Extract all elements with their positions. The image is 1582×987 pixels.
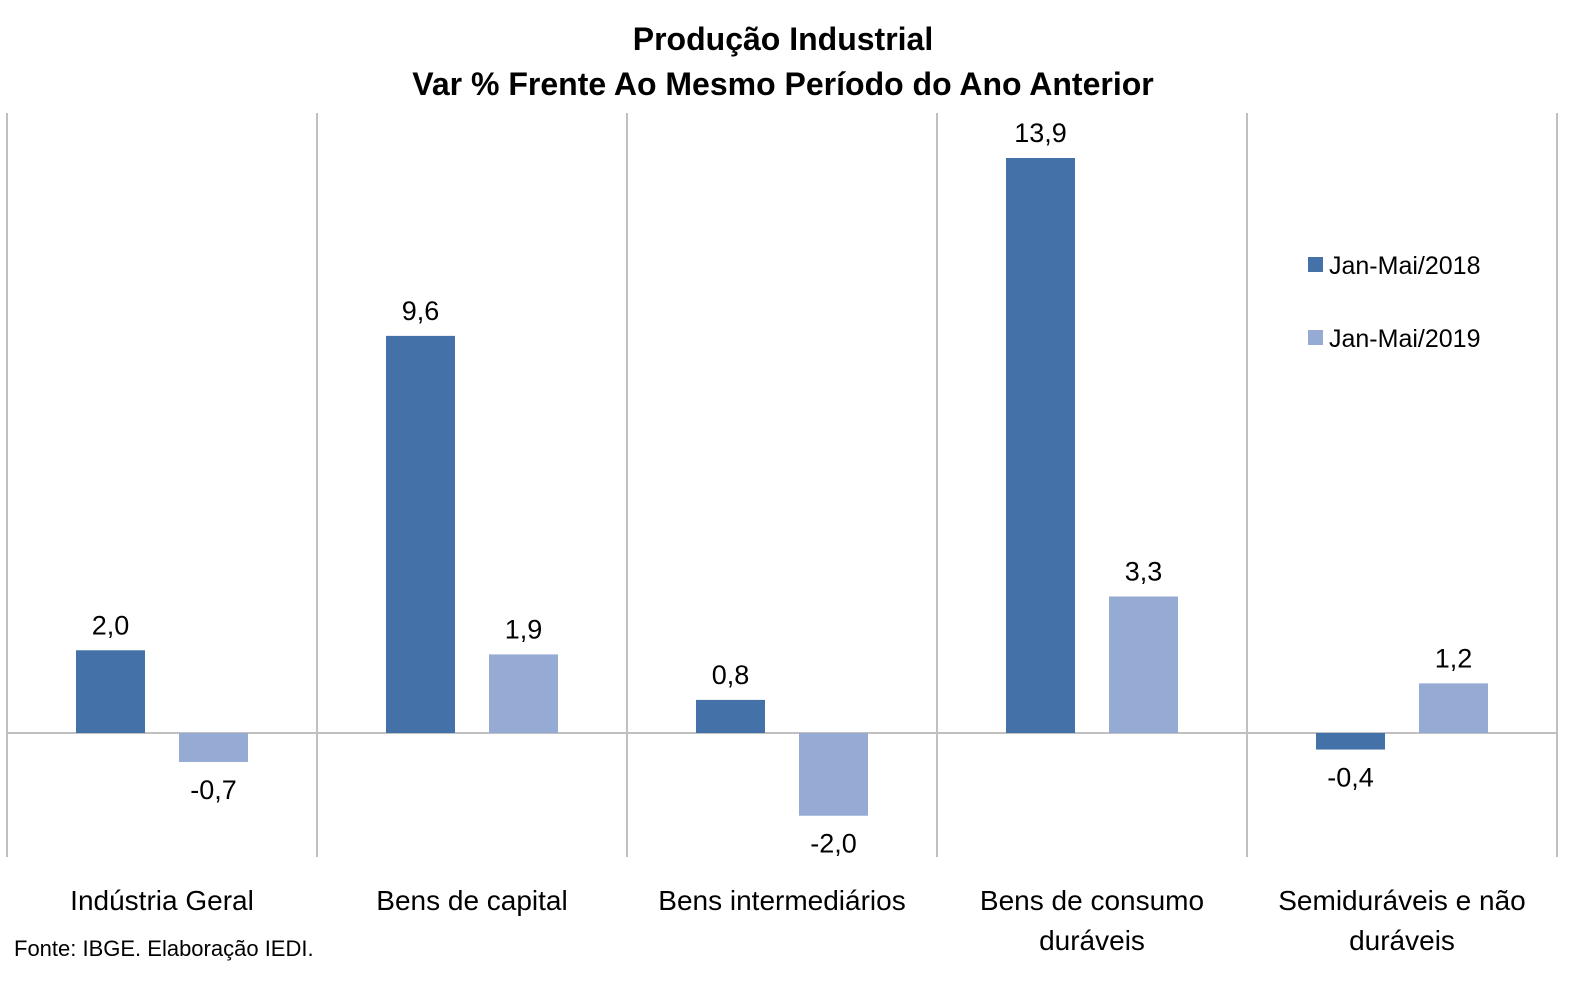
data-label: -0,4 — [1327, 763, 1374, 793]
data-label: 13,9 — [1014, 118, 1067, 148]
bar — [179, 733, 248, 762]
bar — [1109, 596, 1178, 733]
legend: Jan-Mai/2018 Jan-Mai/2019 — [1308, 252, 1480, 353]
chart-title-line: Produção Industrial — [633, 21, 933, 57]
category-labels: Indústria Geral Bens de capital Bens inter… — [70, 885, 1526, 956]
data-label: 0,8 — [712, 660, 750, 690]
category-label: Bens de consumo — [980, 885, 1204, 916]
category-label: Semiduráveis e não — [1278, 885, 1525, 916]
source-note: Fonte: IBGE. Elaboração IEDI. — [14, 936, 314, 961]
legend-swatch — [1308, 257, 1323, 272]
data-label: -2,0 — [810, 829, 857, 859]
legend-swatch — [1308, 330, 1323, 345]
bar — [1006, 158, 1075, 733]
data-label: -0,7 — [190, 775, 237, 805]
data-label: 1,2 — [1435, 643, 1473, 673]
data-label: 3,3 — [1125, 556, 1163, 586]
bar — [799, 733, 868, 816]
data-label: 2,0 — [92, 610, 130, 640]
bars — [76, 158, 1488, 816]
chart-title: Produção Industrial Var % Frente Ao Mesmo… — [412, 21, 1153, 102]
bar — [386, 335, 455, 733]
data-label: 9,6 — [402, 296, 440, 326]
category-label: duráveis — [1349, 925, 1455, 956]
bar — [1316, 733, 1385, 750]
chart-title-line: Var % Frente Ao Mesmo Período do Ano Ant… — [412, 66, 1153, 102]
data-label: 1,9 — [505, 614, 543, 644]
legend-label: Jan-Mai/2018 — [1329, 252, 1480, 280]
category-label: Indústria Geral — [70, 885, 254, 916]
data-labels: 2,0 -0,7 9,6 1,9 0,8 -2,0 13,9 3,3 -0,4 1,2 — [92, 118, 1473, 859]
category-label: Bens intermediários — [658, 885, 905, 916]
bar — [696, 699, 765, 733]
category-label: duráveis — [1039, 925, 1145, 956]
category-separators — [6, 113, 1558, 857]
bar — [1419, 683, 1488, 733]
bar — [489, 654, 558, 733]
legend-label: Jan-Mai/2019 — [1329, 325, 1480, 353]
category-label: Bens de capital — [376, 885, 567, 916]
bar — [76, 650, 145, 733]
